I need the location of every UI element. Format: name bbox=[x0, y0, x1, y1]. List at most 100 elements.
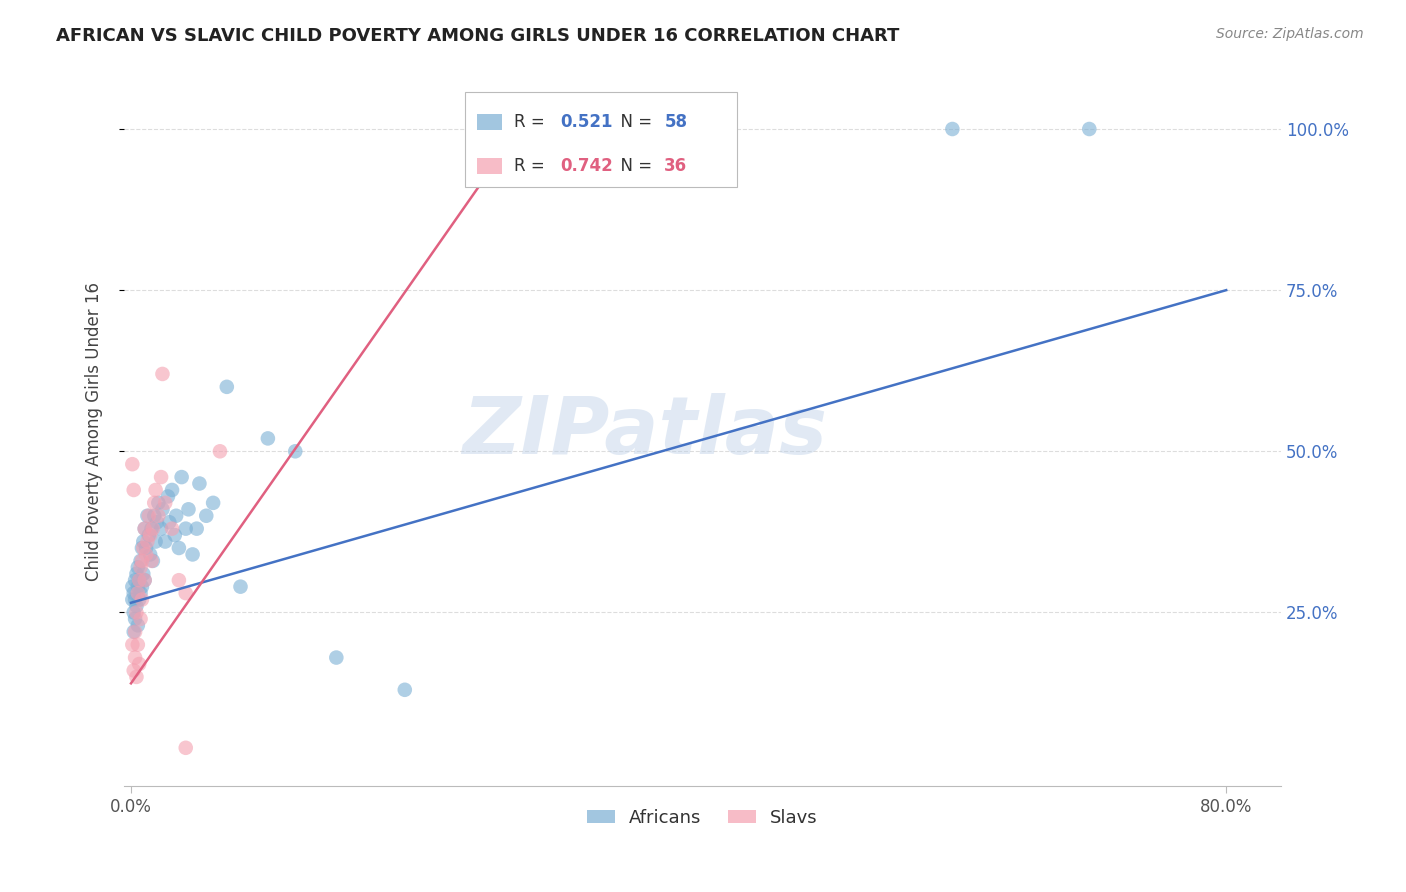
Point bbox=[156, 490, 179, 504]
Point bbox=[124, 650, 146, 665]
Point bbox=[128, 592, 150, 607]
Point bbox=[142, 522, 165, 536]
Point bbox=[174, 522, 197, 536]
Point bbox=[124, 592, 146, 607]
Point bbox=[128, 573, 150, 587]
Point bbox=[131, 592, 153, 607]
Point bbox=[941, 122, 963, 136]
Point bbox=[153, 534, 176, 549]
Point bbox=[132, 566, 155, 581]
Point bbox=[127, 638, 149, 652]
Point bbox=[152, 367, 174, 381]
Point bbox=[136, 534, 159, 549]
Point bbox=[143, 496, 166, 510]
Text: Source: ZipAtlas.com: Source: ZipAtlas.com bbox=[1216, 27, 1364, 41]
Point bbox=[122, 624, 145, 639]
Point bbox=[139, 548, 162, 562]
Point bbox=[138, 508, 160, 523]
Point bbox=[125, 599, 148, 613]
Point bbox=[135, 548, 157, 562]
Point bbox=[122, 664, 145, 678]
Point bbox=[142, 554, 165, 568]
Point bbox=[124, 624, 146, 639]
Point bbox=[132, 541, 155, 555]
FancyBboxPatch shape bbox=[477, 114, 502, 130]
Point bbox=[122, 606, 145, 620]
Point bbox=[125, 606, 148, 620]
Point bbox=[128, 573, 150, 587]
Point bbox=[148, 508, 170, 523]
Point bbox=[131, 554, 153, 568]
Point bbox=[127, 618, 149, 632]
Point bbox=[145, 483, 167, 497]
Text: 58: 58 bbox=[665, 113, 688, 131]
Point bbox=[134, 573, 156, 587]
Point bbox=[153, 496, 176, 510]
Point bbox=[138, 528, 160, 542]
Point bbox=[134, 573, 156, 587]
Point bbox=[150, 470, 173, 484]
Point bbox=[150, 522, 173, 536]
Point bbox=[136, 508, 159, 523]
Point bbox=[121, 638, 143, 652]
Point bbox=[128, 657, 150, 671]
Point bbox=[188, 476, 211, 491]
Point bbox=[127, 580, 149, 594]
Point bbox=[167, 573, 190, 587]
Point bbox=[124, 612, 146, 626]
Point bbox=[160, 522, 183, 536]
Point bbox=[160, 483, 183, 497]
Text: R =: R = bbox=[515, 157, 550, 176]
Point bbox=[121, 580, 143, 594]
Point bbox=[125, 670, 148, 684]
Point bbox=[139, 528, 162, 542]
Point bbox=[174, 740, 197, 755]
Point bbox=[129, 554, 152, 568]
Point bbox=[122, 586, 145, 600]
Text: N =: N = bbox=[610, 113, 658, 131]
Point bbox=[208, 444, 231, 458]
Text: 36: 36 bbox=[665, 157, 688, 176]
Point bbox=[127, 560, 149, 574]
Point bbox=[215, 380, 238, 394]
Point bbox=[131, 541, 153, 555]
Point bbox=[145, 534, 167, 549]
Point bbox=[122, 483, 145, 497]
Point bbox=[257, 431, 280, 445]
Text: ZIPatlas: ZIPatlas bbox=[463, 393, 827, 471]
Point bbox=[132, 534, 155, 549]
Point bbox=[177, 502, 200, 516]
Point bbox=[195, 508, 218, 523]
Point bbox=[148, 496, 170, 510]
Point bbox=[135, 541, 157, 555]
Point bbox=[174, 586, 197, 600]
Point bbox=[129, 560, 152, 574]
Point bbox=[143, 508, 166, 523]
Point bbox=[146, 515, 169, 529]
Point bbox=[165, 508, 187, 523]
Point bbox=[129, 612, 152, 626]
Point bbox=[157, 515, 180, 529]
Point bbox=[124, 573, 146, 587]
Text: 0.742: 0.742 bbox=[560, 157, 613, 176]
Point bbox=[1078, 122, 1101, 136]
FancyBboxPatch shape bbox=[477, 159, 502, 174]
Point bbox=[394, 682, 416, 697]
FancyBboxPatch shape bbox=[465, 92, 737, 187]
Point bbox=[152, 502, 174, 516]
Point bbox=[202, 496, 225, 510]
Point bbox=[134, 522, 156, 536]
Point bbox=[134, 522, 156, 536]
Point bbox=[284, 444, 307, 458]
Point bbox=[127, 586, 149, 600]
Point bbox=[181, 548, 204, 562]
Point bbox=[125, 566, 148, 581]
Point bbox=[229, 580, 252, 594]
Text: 0.521: 0.521 bbox=[560, 113, 613, 131]
Point bbox=[170, 470, 193, 484]
Point bbox=[163, 528, 186, 542]
Y-axis label: Child Poverty Among Girls Under 16: Child Poverty Among Girls Under 16 bbox=[86, 283, 103, 582]
Point bbox=[141, 522, 163, 536]
Point bbox=[121, 592, 143, 607]
Point bbox=[121, 457, 143, 471]
